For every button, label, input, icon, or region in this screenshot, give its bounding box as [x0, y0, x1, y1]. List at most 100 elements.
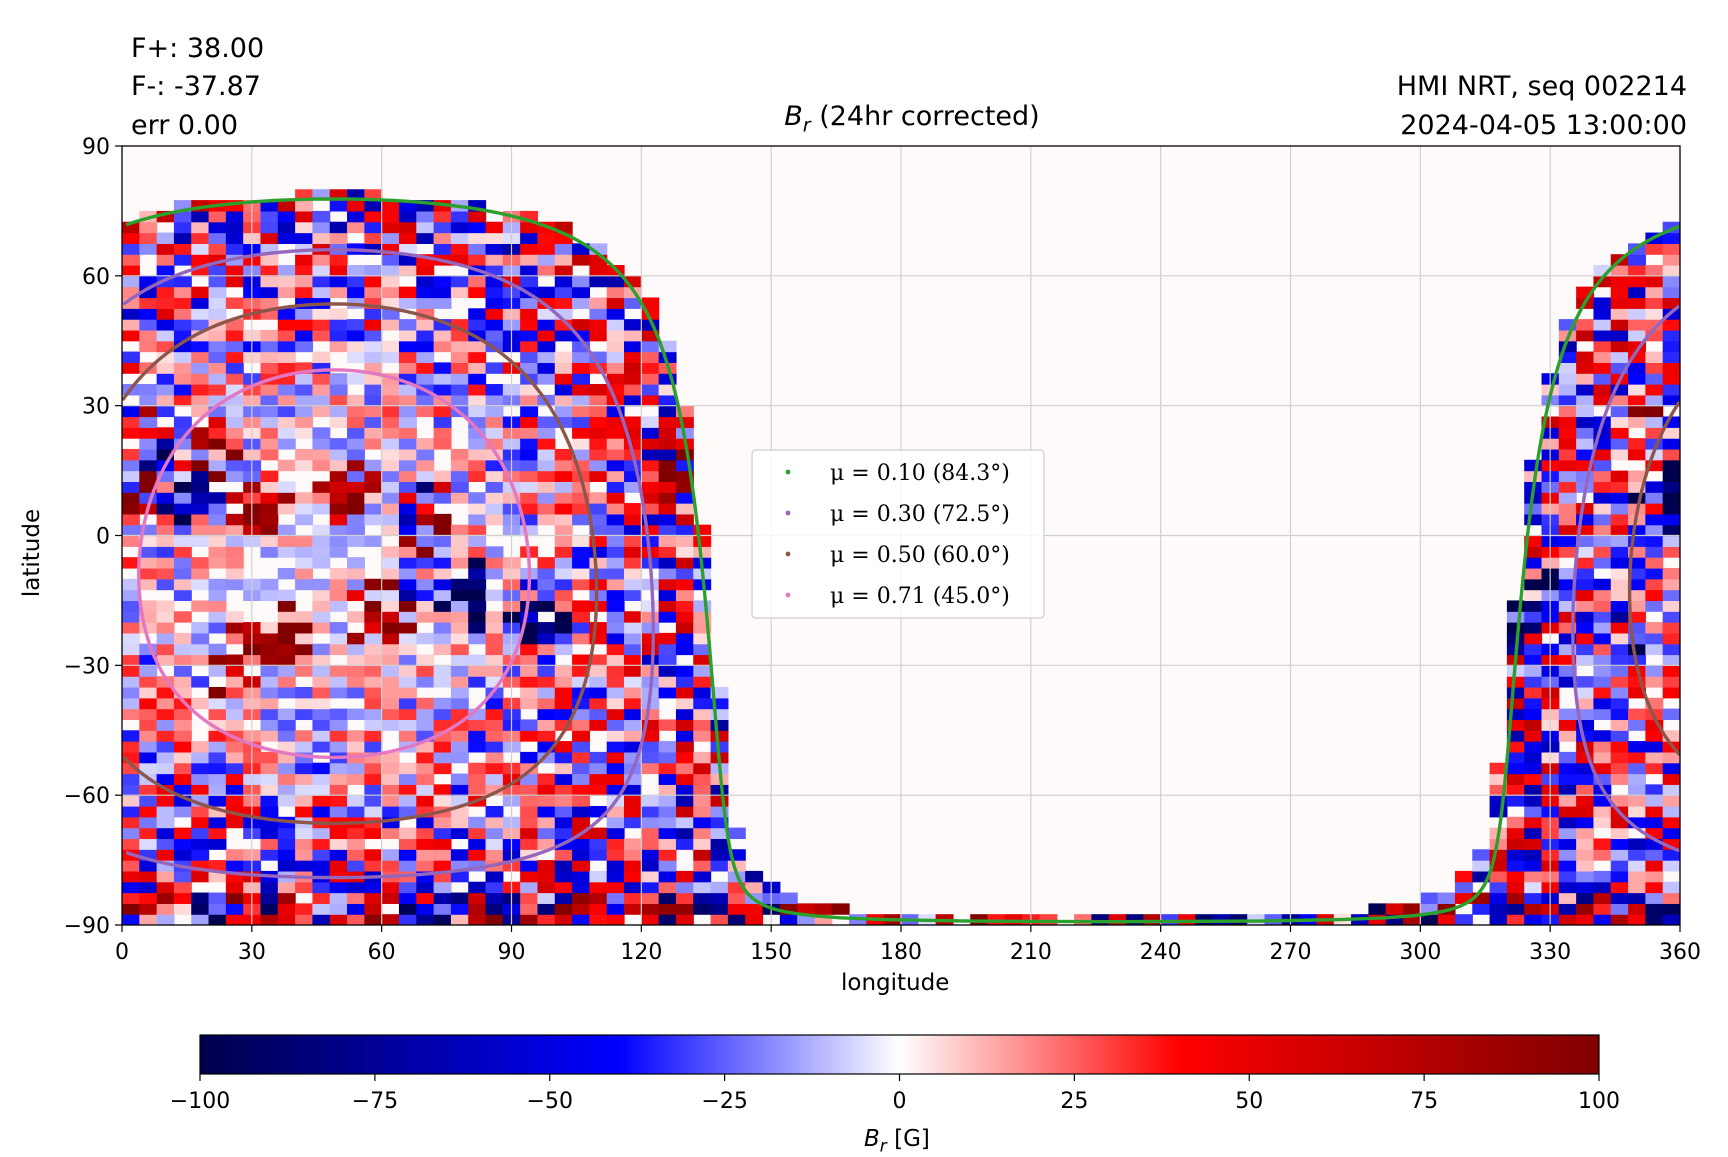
heatmap-cell	[1472, 860, 1491, 872]
heatmap-cell	[208, 362, 227, 374]
heatmap-cell	[398, 405, 417, 418]
heatmap-cell	[520, 481, 539, 493]
colorbar-tick-label: −75	[352, 1089, 398, 1114]
heatmap-cell	[225, 459, 244, 472]
heatmap-cell	[398, 384, 417, 396]
heatmap-cell	[675, 535, 694, 547]
heatmap-cell	[173, 881, 192, 894]
heatmap-cell	[693, 784, 712, 796]
heatmap-cell	[1506, 600, 1525, 612]
heatmap-cell	[1645, 459, 1664, 472]
heatmap-cell	[208, 870, 227, 883]
heatmap-cell	[122, 578, 140, 591]
heatmap-cell	[572, 503, 590, 515]
heatmap-cell	[1506, 795, 1525, 807]
heatmap-cell	[398, 903, 417, 915]
heatmap-cell	[260, 665, 279, 677]
heatmap-cell	[156, 578, 175, 591]
heatmap-cell	[139, 665, 158, 677]
heatmap-cell	[433, 546, 452, 558]
heatmap-cell	[606, 589, 625, 602]
heatmap-cell	[589, 827, 608, 840]
y-tick-label: −90	[64, 914, 110, 939]
heatmap-cell	[572, 838, 590, 850]
heatmap-cell	[122, 914, 140, 925]
heatmap-cell	[537, 903, 556, 915]
heatmap-cell	[381, 881, 400, 894]
heatmap-cell	[347, 470, 365, 483]
heatmap-cell	[312, 784, 331, 796]
heatmap-cell	[260, 394, 279, 407]
heatmap-cell	[450, 351, 469, 363]
heatmap-cell	[1662, 611, 1680, 623]
heatmap-cell	[624, 654, 642, 666]
heatmap-cell	[329, 329, 348, 342]
heatmap-cell	[745, 881, 764, 894]
heatmap-cell	[658, 849, 677, 861]
heatmap-cell	[295, 805, 314, 818]
heatmap-cell	[1576, 795, 1595, 807]
heatmap-cell	[329, 795, 348, 807]
heatmap-cell	[364, 914, 383, 925]
heatmap-cell	[1576, 600, 1595, 612]
heatmap-cell	[156, 427, 175, 439]
heatmap-cell	[225, 870, 244, 883]
heatmap-cell	[589, 762, 608, 775]
heatmap-cell	[295, 535, 314, 547]
heatmap-cell	[173, 200, 192, 212]
heatmap-cell	[398, 232, 417, 244]
heatmap-cell	[1593, 535, 1612, 547]
heatmap-cell	[1558, 524, 1577, 537]
heatmap-cell	[173, 286, 192, 299]
heatmap-cell	[1576, 881, 1595, 894]
heatmap-cell	[381, 665, 400, 677]
heatmap-cell	[1645, 600, 1664, 612]
heatmap-cell	[710, 860, 729, 872]
heatmap-cell	[1662, 492, 1680, 504]
heatmap-cell	[225, 557, 244, 569]
heatmap-cell	[1558, 870, 1577, 883]
heatmap-cell	[191, 297, 210, 309]
heatmap-cell	[727, 849, 746, 861]
heatmap-cell	[606, 816, 625, 829]
heatmap-cell	[1454, 914, 1473, 925]
heatmap-cell	[398, 524, 417, 537]
heatmap-cell	[122, 622, 140, 634]
heatmap-cell	[624, 622, 642, 634]
heatmap-cell	[295, 578, 314, 591]
heatmap-cell	[398, 697, 417, 710]
heatmap-cell	[589, 892, 608, 904]
heatmap-cell	[1593, 297, 1612, 309]
heatmap-cell	[485, 611, 504, 623]
heatmap-cell	[1368, 903, 1387, 915]
heatmap-cell	[1576, 459, 1595, 472]
heatmap-cell	[589, 557, 608, 569]
heatmap-cell	[156, 286, 175, 299]
heatmap-cell	[554, 503, 573, 515]
heatmap-cell	[364, 275, 383, 288]
heatmap-cell	[1645, 329, 1664, 342]
heatmap-cell	[572, 557, 590, 569]
heatmap-cell	[208, 805, 227, 818]
heatmap-cell	[624, 892, 642, 904]
heatmap-cell	[312, 654, 331, 666]
heatmap-cell	[1489, 903, 1508, 915]
heatmap-cell	[295, 860, 314, 872]
heatmap-cell	[572, 881, 590, 894]
heatmap-cell	[312, 838, 331, 850]
heatmap-cell	[641, 881, 660, 894]
heatmap-cell	[191, 319, 210, 331]
heatmap-cell	[398, 762, 417, 775]
heatmap-cell	[295, 849, 314, 861]
heatmap-cell	[554, 762, 573, 775]
heatmap-cell	[468, 200, 487, 212]
heatmap-cell	[589, 448, 608, 461]
heatmap-cell	[606, 438, 625, 450]
heatmap-cell	[1628, 535, 1646, 547]
x-tick-label: 120	[620, 940, 662, 965]
heatmap-cell	[641, 600, 660, 612]
heatmap-cell	[485, 708, 504, 721]
legend-marker	[785, 551, 791, 557]
heatmap-cell	[658, 416, 677, 428]
heatmap-cell	[433, 816, 452, 829]
